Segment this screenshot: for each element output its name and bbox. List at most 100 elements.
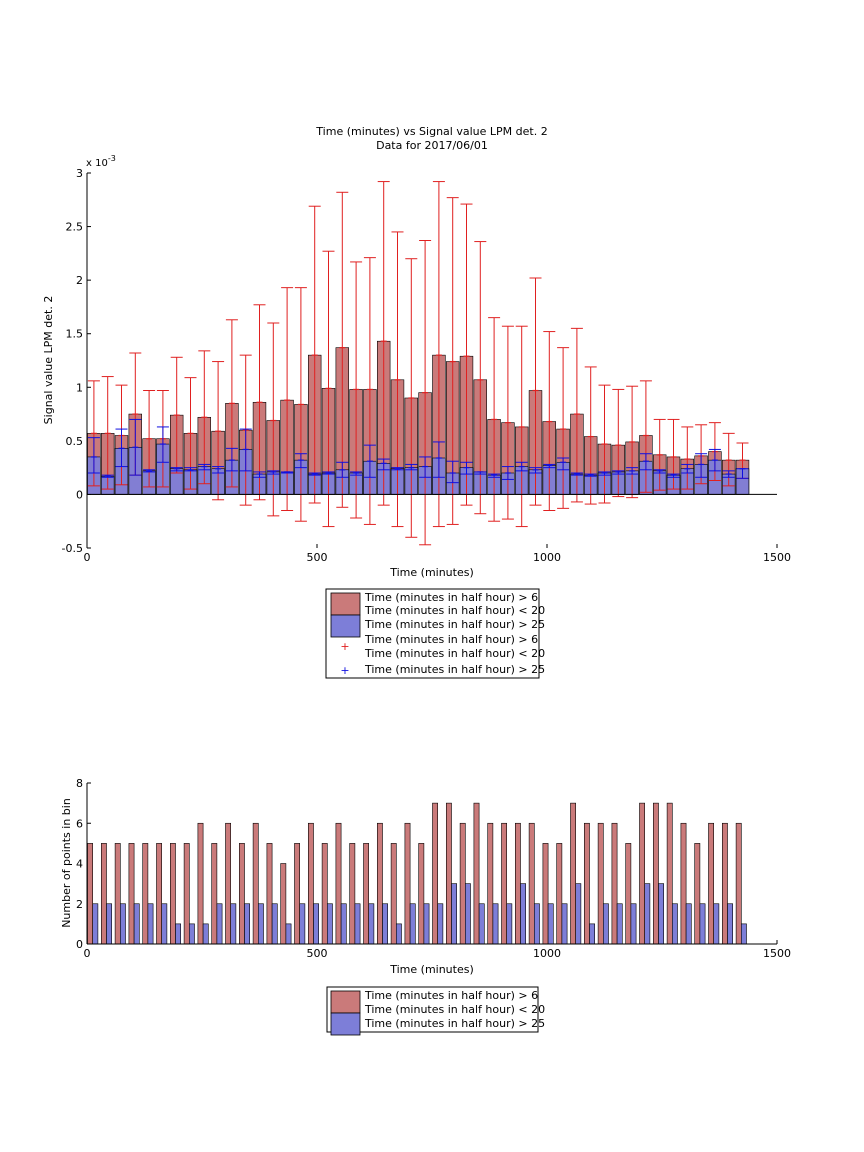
chart2-xlabel: Time (minutes) (389, 963, 474, 976)
chart2-legend-red-patch (330, 990, 361, 1014)
chart2-blue-bar (630, 903, 637, 945)
chart1-x-tick-label: 1000 (533, 551, 561, 564)
chart2-y-tick-label: 0 (76, 938, 83, 951)
chart1-legend-red-marker: + (340, 640, 349, 653)
chart2-legend-box (326, 986, 539, 1033)
chart2-y-tick-label: 6 (76, 817, 83, 830)
chart2-blue-bar (423, 903, 430, 945)
chart1-y-tick-label: 1 (76, 381, 83, 394)
chart2-red-bar (459, 822, 466, 945)
chart2-x-tick-label: 0 (84, 947, 91, 960)
chart2-blue-bar (382, 903, 388, 945)
chart1-plot-area: 0 500 1000 1500-0.500.511.522.53 (62, 167, 791, 564)
chart2-blue-bar (326, 903, 333, 945)
chart1-legend-label-2: Time (minutes in half hour) < 20 (364, 604, 545, 617)
chart2-red-bar (514, 822, 521, 945)
chart2-red-bar (487, 822, 494, 945)
chart2-blue-bar (437, 903, 444, 945)
chart2-blue-bar (561, 903, 568, 945)
chart2-blue-bar (106, 903, 112, 945)
chart2-red-bar (87, 843, 93, 945)
chart1-ylabel: Signal value LPM det. 2 (42, 296, 55, 425)
chart2-blue-bar (244, 903, 250, 945)
chart2-x-tick-label: 500 (307, 947, 328, 960)
chart2-blue-bar (271, 903, 278, 945)
chart2-blue-bar (506, 903, 513, 945)
chart2-blue-bar (644, 883, 651, 945)
chart2-red-bar (432, 802, 438, 945)
chart2-blue-bar (589, 923, 595, 945)
chart2-blue-bar (727, 903, 733, 945)
chart2-red-bar (376, 822, 383, 945)
chart2-red-bar (735, 822, 742, 945)
chart2-blue-bar (230, 903, 237, 945)
chart2-red-bar (597, 822, 604, 945)
chart2-blue-bar (740, 923, 747, 945)
chart2-blue-bar (189, 923, 195, 945)
chart2-red-bar (280, 863, 287, 945)
chart1-legend: Time (minutes in half hour) > 6 Time (mi… (325, 588, 545, 679)
chart2-legend-label-1: Time (minutes in half hour) > 6 (364, 989, 538, 1002)
chart2-blue-bar (285, 923, 292, 945)
chart1-legend-label-3: Time (minutes in half hour) > 25 (364, 618, 545, 631)
chart1-y-tick-label: 0.5 (66, 435, 84, 448)
chart2-blue-bar (685, 903, 692, 945)
chart2-y-tick-label: 2 (76, 898, 83, 911)
chart2-blue-bar (478, 903, 485, 945)
chart2-red-bar (528, 822, 535, 945)
chart2-legend-label-3: Time (minutes in half hour) > 25 (364, 1017, 545, 1030)
chart2-blue-bar (492, 903, 499, 945)
chart2-plot-area: 0 500 1000 1500 0 2 4 6 8 (76, 777, 791, 960)
chart2-red-bar (708, 822, 714, 945)
chart2-red-bar (694, 843, 701, 945)
chart1-legend-label-6: Time (minutes in half hour) > 25 (364, 663, 545, 676)
chart2-red-bar (335, 822, 342, 945)
chart2-red-bar (542, 843, 549, 945)
chart2-blue-bar (451, 883, 457, 945)
chart2-red-bar (625, 843, 632, 945)
chart2-blue-bar (713, 903, 720, 945)
chart2-red-bar (611, 822, 618, 945)
chart2-red-bar (349, 843, 356, 945)
chart2-blue-bar (299, 903, 306, 945)
chart1-legend-label-1: Time (minutes in half hour) > 6 (364, 591, 538, 604)
chart2-blue-bar (658, 883, 664, 945)
chart2-red-bar (501, 822, 507, 945)
chart2-red-bar (183, 843, 190, 945)
chart2-blue-bar (616, 903, 623, 945)
chart2-blue-bar (699, 903, 706, 945)
chart2-red-bar (363, 843, 369, 945)
chart1-legend-label-5: Time (minutes in half hour) < 20 (364, 647, 545, 660)
chart2-blue-bar (409, 903, 416, 945)
chart1-subtitle: Data for 2017/06/01 (376, 139, 488, 152)
chart2-legend-label-2: Time (minutes in half hour) < 20 (364, 1003, 545, 1016)
chart2-red-bar (666, 802, 673, 945)
chart2-red-bar (556, 843, 563, 945)
chart1-x-tick-label: 1500 (763, 551, 791, 564)
chart2-blue-bar (340, 903, 347, 945)
chart2-red-bar (307, 822, 314, 945)
chart2-blue-bar (520, 883, 526, 945)
chart1-legend-blue-marker: + (340, 664, 349, 677)
chart2-red-bar (170, 843, 176, 945)
chart2-red-bar (156, 843, 162, 945)
chart2-x-tick-label: 1500 (763, 947, 791, 960)
chart2-red-bar (321, 843, 328, 945)
chart2-red-bar (225, 822, 231, 945)
chart2-red-bar (197, 822, 204, 945)
chart1-legend-red-patch (330, 592, 361, 616)
chart2-red-bar (390, 843, 397, 945)
chart1-y-tick-label: 3 (76, 167, 83, 180)
chart1-y-tick-label: -0.5 (62, 542, 83, 555)
chart2-blue-bar (120, 903, 126, 945)
chart2-red-bar (404, 822, 411, 945)
chart2-red-bar (294, 843, 300, 945)
chart2-red-bar (252, 822, 259, 945)
chart1-y-exponent-base: x 10 (86, 158, 108, 169)
chart1-x-tick-label: 500 (307, 551, 328, 564)
chart2-blue-bar (547, 903, 554, 945)
chart2-y-tick-label: 4 (76, 858, 83, 871)
chart2-blue-bar (92, 903, 99, 945)
chart2-blue-bar (313, 903, 319, 945)
chart2-blue-bar (257, 903, 264, 945)
